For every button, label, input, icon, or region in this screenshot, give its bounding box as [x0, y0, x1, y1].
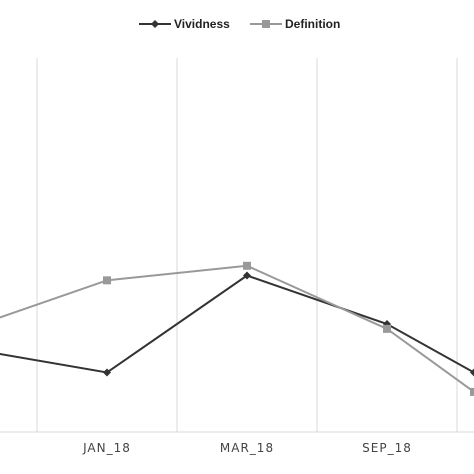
- legend-label-vividness: Vividness: [174, 17, 230, 31]
- x-tick-labels: JAN_18 MAR_18 SEP_18: [82, 441, 412, 455]
- legend-marker-vividness: [151, 20, 159, 28]
- point-vividness-4: [470, 368, 474, 377]
- legend: Vividness Definition: [139, 17, 340, 31]
- point-definition-3: [383, 324, 391, 333]
- x-tick-label-2: MAR_18: [220, 441, 274, 455]
- point-definition-1: [103, 276, 111, 285]
- point-vividness-2: [243, 271, 251, 280]
- x-tick-label-1: JAN_18: [82, 441, 131, 455]
- series-line-vividness: [0, 274, 474, 374]
- point-definition-4: [470, 387, 474, 396]
- series-line-definition: [0, 264, 474, 393]
- legend-item-vividness: Vividness: [139, 17, 230, 31]
- series-definition: [0, 261, 474, 396]
- legend-item-definition: Definition: [250, 17, 340, 31]
- series-vividness: [0, 271, 474, 377]
- legend-label-definition: Definition: [285, 17, 340, 31]
- series-group: [0, 261, 474, 396]
- x-tick-label-3: SEP_18: [362, 441, 412, 455]
- legend-marker-definition: [262, 20, 270, 28]
- point-vividness-1: [103, 368, 111, 377]
- point-definition-2: [243, 261, 251, 270]
- grid-lines: [36, 58, 458, 432]
